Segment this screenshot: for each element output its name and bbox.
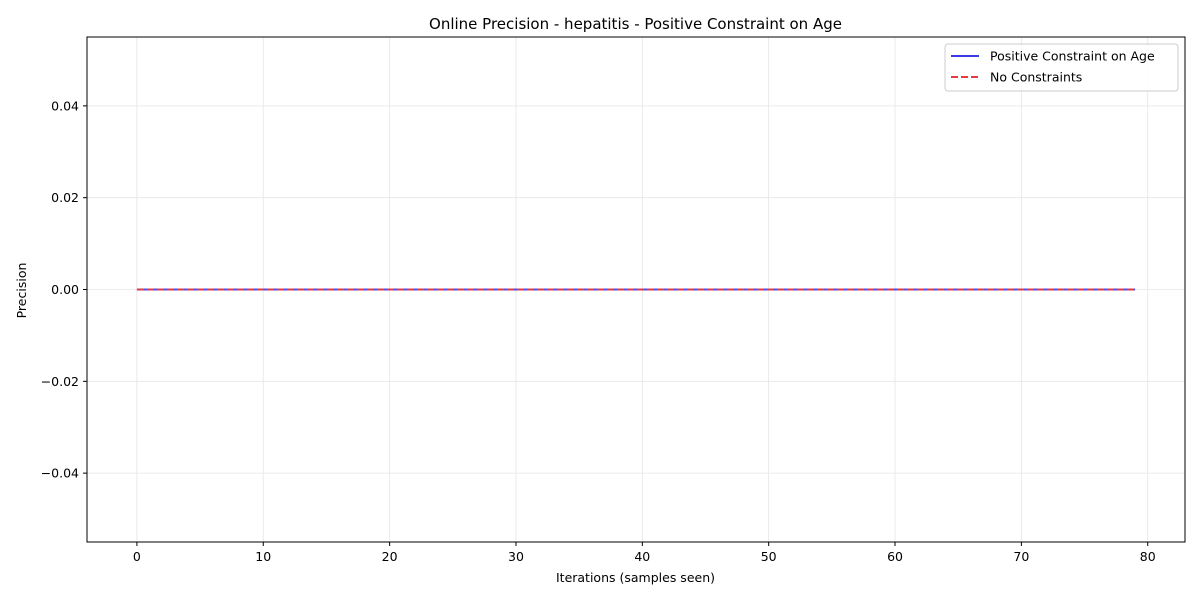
x-axis-label: Iterations (samples seen) bbox=[556, 570, 715, 585]
legend-box bbox=[944, 43, 1179, 92]
x-tick-label: 40 bbox=[634, 549, 650, 564]
x-tick-label: 70 bbox=[1013, 549, 1029, 564]
chart-title: Online Precision - hepatitis - Positive … bbox=[429, 15, 842, 33]
x-tick-label: 80 bbox=[1140, 549, 1156, 564]
y-axis-label: Precision bbox=[14, 263, 29, 319]
x-tick-label: 20 bbox=[382, 549, 398, 564]
y-tick-label: −0.02 bbox=[41, 374, 79, 389]
y-tick-label: 0.00 bbox=[51, 282, 79, 297]
legend: Positive Constraint on Age No Constraints bbox=[944, 43, 1179, 92]
y-tick-label: −0.04 bbox=[41, 466, 79, 481]
x-tick-label: 30 bbox=[508, 549, 524, 564]
y-tick-label: 0.02 bbox=[51, 190, 79, 205]
x-tick-label: 10 bbox=[255, 549, 271, 564]
x-tick-label: 0 bbox=[133, 549, 141, 564]
y-tick-label: 0.04 bbox=[51, 98, 79, 113]
x-tick-label: 50 bbox=[761, 549, 777, 564]
y-axis-ticks: −0.04 −0.02 0.00 0.02 0.04 bbox=[41, 98, 87, 481]
legend-label: No Constraints bbox=[990, 70, 1082, 85]
x-tick-label: 60 bbox=[887, 549, 903, 564]
x-axis-ticks: 0 10 20 30 40 50 60 70 80 bbox=[133, 542, 1156, 564]
legend-label: Positive Constraint on Age bbox=[990, 49, 1155, 64]
